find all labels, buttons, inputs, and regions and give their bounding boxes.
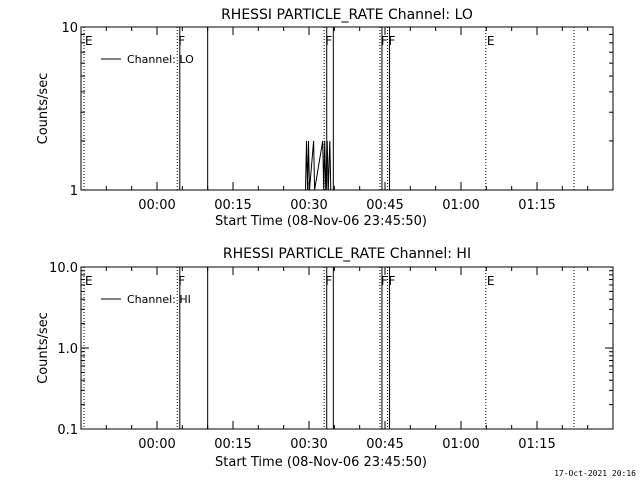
- panel-1-y-tick-label: 1: [70, 184, 78, 199]
- panel-1-event-marker-label: E: [487, 34, 495, 48]
- panel-2-event-marker-label: E: [487, 274, 495, 288]
- panel-2-x-axis-label: Start Time (08-Nov-06 23:45:50): [215, 455, 427, 470]
- panel-1-x-axis-label: Start Time (08-Nov-06 23:45:50): [215, 214, 427, 229]
- panel-1-y-tick-label: 10: [61, 21, 78, 36]
- panel-1-x-tick-label: 01:00: [442, 198, 479, 213]
- panel-1-event-marker-label: F: [325, 34, 332, 48]
- plot-timestamp: 17-Oct-2021 20:16: [554, 469, 636, 478]
- panel-1-axes-frame: [80, 26, 614, 191]
- panel-2-y-axis-label: Counts/sec: [36, 312, 51, 384]
- panel-2-event-marker-label: F: [381, 274, 388, 288]
- panel-2-event-marker-label: E: [85, 274, 93, 288]
- panel-1-event-marker-label: F: [381, 34, 388, 48]
- panel-2-y-tick-label: 10.0: [49, 261, 78, 276]
- panel-2-y-tick-label: 1.0: [57, 342, 78, 357]
- panel-2-legend-label: Channel: HI: [127, 293, 191, 306]
- panel-1-legend-label: Channel: LO: [127, 53, 194, 66]
- panel-2-x-tick-label: 00:30: [290, 437, 327, 452]
- panel-1-event-marker-label: F: [178, 34, 185, 48]
- panel-1-x-tick-label: 00:30: [290, 198, 327, 213]
- panel-1-x-tick-label: 00:45: [366, 198, 403, 213]
- panel-2-event-marker-label: F: [389, 274, 396, 288]
- panel-2-x-tick-label: 01:00: [442, 437, 479, 452]
- panel-2-x-tick-label: 00:00: [138, 437, 175, 452]
- panel-1-x-tick-label: 00:00: [138, 198, 175, 213]
- panel-2-x-tick-label: 00:15: [214, 437, 251, 452]
- panel-2-y-tick-label: 0.1: [57, 423, 78, 438]
- panel-2-x-tick-label: 00:45: [366, 437, 403, 452]
- panel-1-event-marker-label: E: [85, 34, 93, 48]
- panel-1-x-tick-label: 01:15: [518, 198, 555, 213]
- panel-2-event-marker-label: F: [178, 274, 185, 288]
- panel-1-title: RHESSI PARTICLE_RATE Channel: LO: [221, 7, 473, 23]
- panel-1-x-tick-label: 00:15: [214, 198, 251, 213]
- panel-2-axes-frame: [80, 266, 614, 430]
- panel-1-event-marker-label: F: [389, 34, 396, 48]
- panel-1-series-line: [305, 140, 332, 191]
- panel-2-x-tick-label: 01:15: [518, 437, 555, 452]
- panel-2-title: RHESSI PARTICLE_RATE Channel: HI: [223, 246, 471, 262]
- panel-2-event-marker-label: F: [325, 274, 332, 288]
- panel-1-y-axis-label: Counts/sec: [36, 73, 51, 145]
